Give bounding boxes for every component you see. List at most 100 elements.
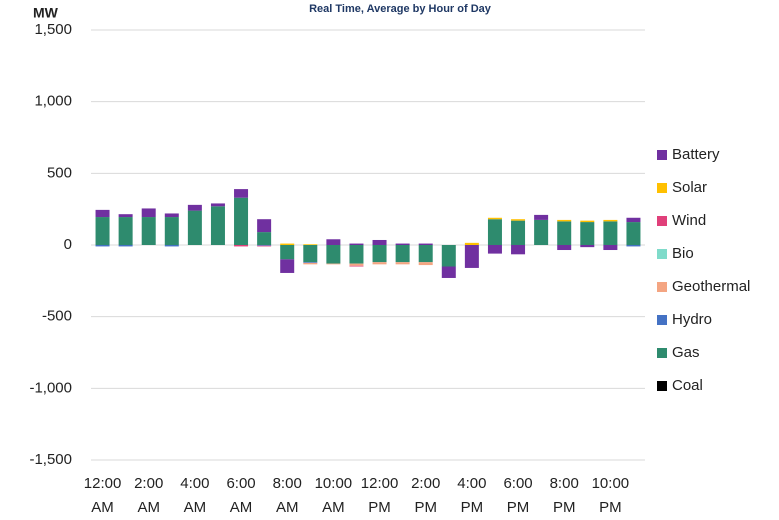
legend-swatch	[657, 381, 667, 391]
x-tick-label: 6:00 PM	[503, 475, 532, 516]
x-tick-label: 2:00 PM	[411, 475, 440, 516]
bar-segment	[626, 245, 641, 247]
x-tick-label: 4:00 AM	[180, 475, 209, 516]
bar-segment	[626, 217, 641, 223]
legend-label: Solar	[672, 179, 707, 196]
bar-segment	[118, 217, 133, 245]
bar-segment	[118, 245, 133, 247]
bar-segment	[626, 222, 641, 245]
bar-segment	[603, 221, 618, 245]
bar-segment	[349, 245, 364, 264]
y-tick-label: -500	[42, 308, 72, 325]
bar-segment	[257, 232, 272, 245]
legend-label: Geothermal	[672, 278, 750, 295]
legend-swatch	[657, 282, 667, 292]
bar-segment	[603, 245, 618, 251]
x-tick-label: 2:00 AM	[134, 475, 163, 516]
bar-segment	[234, 245, 249, 247]
legend-swatch	[657, 249, 667, 259]
bar-segment	[95, 245, 110, 247]
legend-label: Gas	[672, 344, 700, 361]
bar-segment	[464, 245, 479, 268]
y-tick-label: 0	[64, 236, 72, 253]
bar-segment	[141, 217, 156, 245]
legend-swatch	[657, 348, 667, 358]
y-tick-label: -1,000	[29, 379, 72, 396]
x-tick-label: 8:00 PM	[550, 475, 579, 516]
legend-label: Battery	[672, 146, 720, 163]
bar-segment	[187, 210, 202, 245]
bar-segment	[395, 243, 410, 245]
bar-segment	[603, 219, 618, 222]
x-tick-label: 10:00 PM	[592, 475, 630, 516]
bar-segment	[187, 204, 202, 211]
bar-segment	[372, 262, 387, 265]
bar-segment	[326, 263, 341, 265]
legend-label: Wind	[672, 212, 706, 229]
x-tick-label: 6:00 AM	[226, 475, 255, 516]
bar-segment	[534, 214, 549, 220]
bar-segment	[557, 221, 572, 245]
x-tick-label: 10:00 AM	[315, 475, 353, 516]
bar-segment	[141, 208, 156, 218]
bar-segment	[441, 245, 456, 267]
y-tick-label: 1,500	[34, 21, 72, 38]
bar-segment	[580, 222, 595, 245]
bar-segment	[95, 209, 110, 218]
bar-segment	[234, 197, 249, 245]
bar-segment	[164, 217, 179, 245]
bar-segment	[441, 266, 456, 278]
bar-segment	[164, 245, 179, 247]
legend-swatch	[657, 183, 667, 193]
y-tick-label: -1,500	[29, 451, 72, 468]
bar-segment	[511, 219, 526, 221]
legend-label: Coal	[672, 377, 703, 394]
bar-segment	[349, 243, 364, 245]
bar-segment	[210, 206, 225, 245]
bar-segment	[418, 262, 433, 266]
bar-segment	[303, 262, 318, 263]
legend-label: Bio	[672, 245, 694, 262]
y-axis-label: MW	[33, 5, 59, 21]
bar-segment	[372, 239, 387, 245]
bar-segment	[95, 217, 110, 245]
bar-segment	[487, 245, 502, 254]
x-tick-label: 12:00 PM	[361, 475, 399, 516]
bar-segment	[164, 213, 179, 218]
bar-segment	[534, 219, 549, 245]
bar-segment	[234, 189, 249, 198]
bar-segment	[326, 245, 341, 264]
bar-segment	[418, 243, 433, 245]
bar-segment	[257, 245, 272, 247]
bar-segment	[418, 245, 433, 263]
bar-segment	[303, 262, 318, 265]
bar-segment	[511, 220, 526, 245]
bar-segment	[557, 245, 572, 251]
x-tick-label: 12:00 AM	[84, 475, 122, 516]
bar-segment	[326, 239, 341, 245]
bar-segment	[280, 243, 295, 245]
bar-segment	[349, 265, 364, 267]
bar-segment	[349, 263, 364, 266]
x-tick-label: 8:00 AM	[273, 475, 302, 516]
bar-segment	[280, 245, 295, 260]
bar-segment	[580, 245, 595, 248]
legend-label: Hydro	[672, 311, 712, 328]
legend-swatch	[657, 315, 667, 325]
bar-segment	[372, 245, 387, 263]
bar-segment	[580, 220, 595, 223]
bar-segment	[303, 244, 318, 245]
x-tick-label: 4:00 PM	[457, 475, 486, 516]
bar-segment	[395, 262, 410, 265]
bar-segment	[118, 214, 133, 218]
legend-swatch	[657, 150, 667, 160]
y-tick-label: 1,000	[34, 93, 72, 110]
y-tick-label: 500	[47, 164, 72, 181]
bar-segment	[487, 219, 502, 245]
bar-segment	[303, 245, 318, 263]
bar-segment	[280, 259, 295, 273]
bar-segment	[257, 245, 272, 246]
legend-swatch	[657, 216, 667, 226]
chart-title: Real Time, Average by Hour of Day	[309, 3, 492, 15]
